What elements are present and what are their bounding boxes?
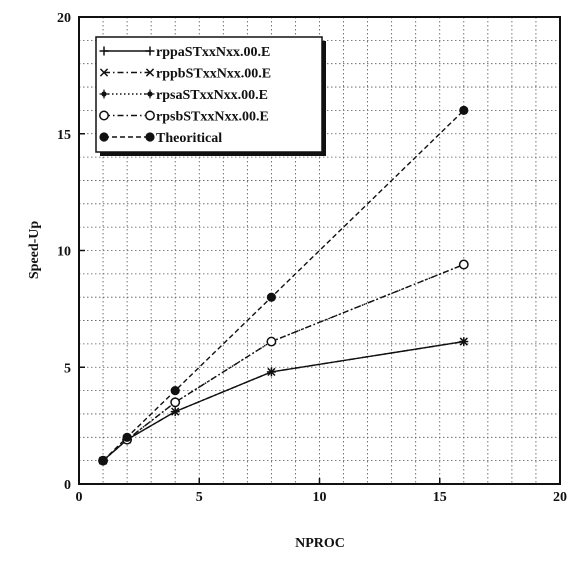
series-3 xyxy=(98,260,469,466)
marker-cross xyxy=(171,407,180,416)
marker-open-circle xyxy=(458,259,469,270)
marker-plus xyxy=(145,46,155,56)
series-2 xyxy=(98,337,468,465)
legend-label: rppbSTxxNxx.00.E xyxy=(156,67,271,82)
marker-open-circle xyxy=(99,110,109,121)
marker-cross xyxy=(99,68,109,77)
legend-label: rpsaSTxxNxx.00.E xyxy=(156,88,268,103)
y-tick-label: 0 xyxy=(64,478,71,493)
y-tick-label: 15 xyxy=(57,128,71,143)
marker-star xyxy=(99,89,109,99)
marker-filled-circle xyxy=(266,292,276,302)
series-1 xyxy=(98,337,469,466)
y-axis-label: Speed-Up xyxy=(27,221,42,280)
series-line xyxy=(102,340,464,462)
marker-plus xyxy=(99,46,109,56)
y-tick-label: 10 xyxy=(57,245,71,260)
grid-lines xyxy=(79,17,560,484)
marker-cross xyxy=(267,367,276,377)
marker-open-circle xyxy=(170,397,181,408)
marker-star xyxy=(145,89,155,99)
legend-label: Theoritical xyxy=(156,131,222,146)
marker-filled-circle xyxy=(170,386,180,396)
series-line xyxy=(102,263,465,462)
x-axis-label: NPROC xyxy=(295,536,345,551)
marker-filled-circle xyxy=(99,132,109,142)
tick-labels: 0 5 10 15 20 0 5 10 15 20 xyxy=(57,11,567,505)
series-layer xyxy=(98,105,469,466)
marker-cross xyxy=(459,337,468,346)
y-tick-label: 20 xyxy=(57,11,71,26)
marker-open-circle xyxy=(145,110,155,121)
x-tick-label: 15 xyxy=(433,490,447,505)
marker-filled-circle xyxy=(459,105,469,115)
series-line xyxy=(102,263,465,462)
legend-box xyxy=(95,36,323,153)
legend-label: rppaSTxxNxx.00.E xyxy=(156,45,270,60)
x-tick-label: 10 xyxy=(313,490,327,505)
marker-open-circle xyxy=(266,336,277,347)
marker-filled-circle xyxy=(145,132,155,142)
x-tick-label: 20 xyxy=(553,490,567,505)
marker-filled-circle xyxy=(98,456,108,466)
marker-filled-circle xyxy=(122,432,132,442)
series-4 xyxy=(98,259,469,466)
series-line xyxy=(102,340,464,462)
x-tick-label: 5 xyxy=(196,490,203,505)
y-tick-label: 5 xyxy=(64,361,71,376)
legend-label: rpsbSTxxNxx.00.E xyxy=(156,110,269,125)
x-tick-label: 0 xyxy=(76,490,83,505)
marker-cross xyxy=(145,68,155,77)
series-5 xyxy=(98,105,469,466)
legend: rppaSTxxNxx.00.E rppbSTxxNxx.00.E rpsaSTxx… xyxy=(95,36,326,156)
